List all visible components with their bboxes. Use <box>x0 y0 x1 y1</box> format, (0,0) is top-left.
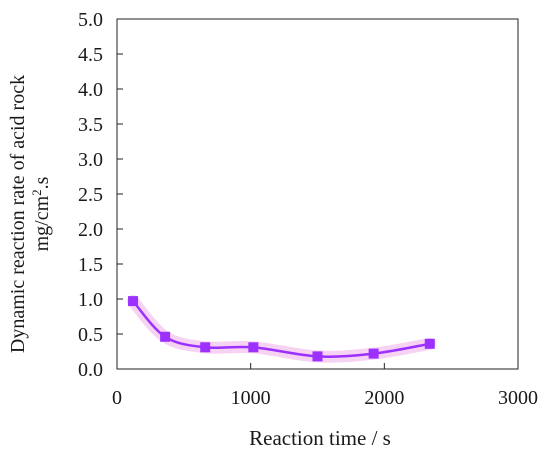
y-axis-label-line2: mg/cm2.s <box>29 176 53 251</box>
y-tick-label: 0.5 <box>78 324 103 346</box>
y-axis-unit-superscript: 2 <box>29 189 44 196</box>
plot-frame <box>116 18 519 370</box>
data-point <box>248 342 259 353</box>
y-tick-label: 0.0 <box>78 359 103 381</box>
y-tick-label: 3.5 <box>78 114 103 136</box>
x-tick-label: 1000 <box>231 387 271 409</box>
y-tick-label: 2.5 <box>78 184 103 206</box>
data-point <box>368 348 379 359</box>
y-tick-label: 3.0 <box>78 149 103 171</box>
y-tick-label: 4.0 <box>78 79 103 101</box>
y-tick-label: 1.0 <box>78 289 103 311</box>
series-line-glow <box>127 295 436 363</box>
x-axis: 0 1000 2000 3000 <box>112 363 538 409</box>
y-axis-label-line1: Dynamic reaction rate of acid rock <box>7 75 29 353</box>
data-point <box>128 296 139 307</box>
series-layer <box>127 295 436 363</box>
data-point <box>160 331 171 342</box>
x-tick-label: 0 <box>112 387 122 409</box>
y-tick-label: 1.5 <box>78 254 103 276</box>
y-axis-unit: mg/cm <box>31 195 53 251</box>
y-tick-label: 4.5 <box>78 44 103 66</box>
y-axis: 0.0 0.5 1.0 1.5 2.0 2.5 3.0 3.5 4.0 4.5 5.0 <box>78 9 123 381</box>
x-axis-label: Reaction time / s <box>249 426 391 450</box>
data-point <box>312 351 323 362</box>
y-tick-label: 5.0 <box>78 9 103 31</box>
y-axis-unit-tail: .s <box>31 176 53 189</box>
data-point <box>424 338 435 349</box>
data-point <box>200 342 211 353</box>
plot-area <box>116 18 519 370</box>
y-tick-label: 2.0 <box>78 219 103 241</box>
x-tick-label: 3000 <box>498 387 538 409</box>
x-tick-label: 2000 <box>364 387 404 409</box>
